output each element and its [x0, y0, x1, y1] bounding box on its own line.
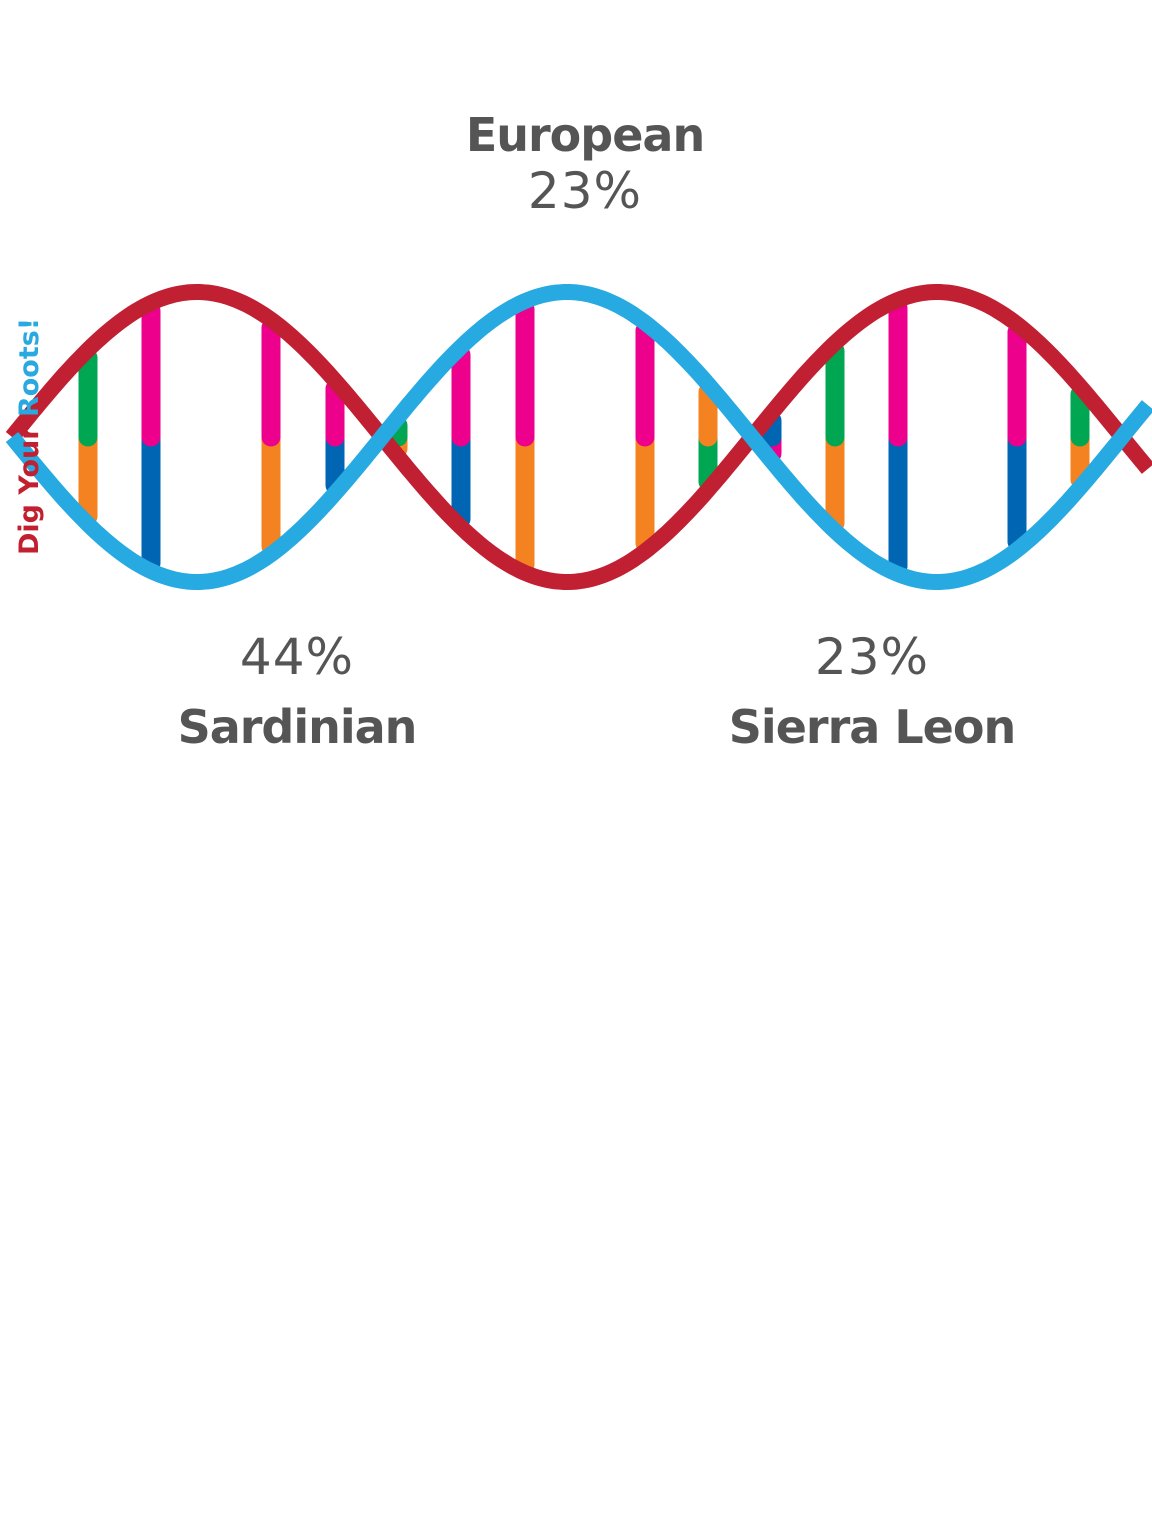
ancestry-european: European 23% — [465, 108, 705, 220]
region-name-sierra-leon: Sierra Leon — [728, 700, 1016, 754]
dna-strand-red — [5, 284, 1152, 590]
brand-logo-part2: Roots! — [14, 318, 45, 417]
dna-strand-blue — [5, 284, 1152, 590]
region-percent-european: 23% — [527, 162, 643, 220]
region-percent-sardinian: 44% — [239, 628, 355, 686]
region-name-sardinian: Sardinian — [177, 700, 418, 754]
ancestry-sardinian: 44% Sardinian — [177, 628, 418, 754]
brand-logo: Dig Your Roots! — [14, 318, 45, 555]
ancestry-sierra-leon: 23% Sierra Leon — [728, 628, 1016, 754]
region-name-european: European — [465, 108, 705, 162]
dna-rungs — [78, 298, 1090, 576]
brand-logo-part1: Dig Your — [14, 426, 45, 555]
region-percent-sierra-leon: 23% — [814, 628, 930, 686]
